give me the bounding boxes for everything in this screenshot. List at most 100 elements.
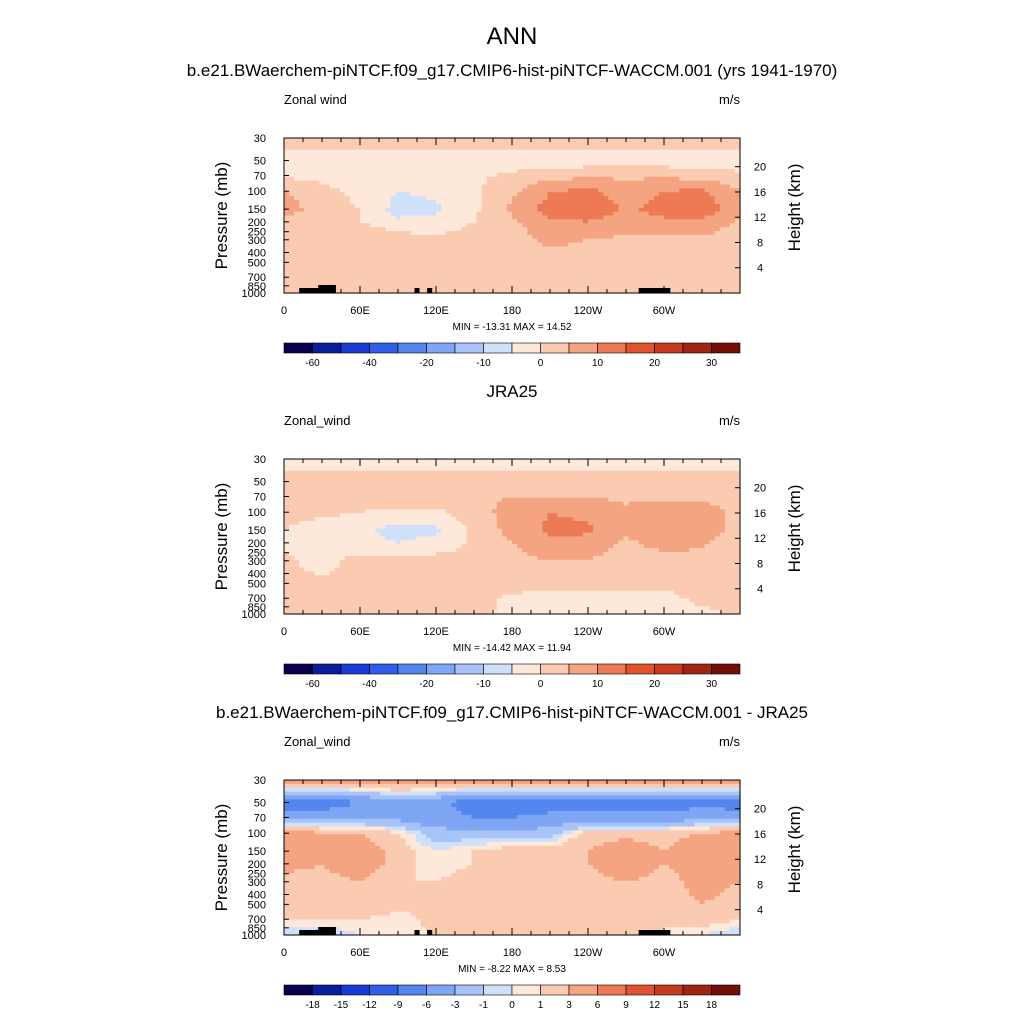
heatmap-cell <box>679 466 685 472</box>
heatmap-cell <box>289 138 295 143</box>
heatmap-cell <box>719 258 726 263</box>
heatmap-cell <box>344 138 351 143</box>
heatmap-cell <box>684 269 690 275</box>
heatmap-cell <box>294 184 300 189</box>
heatmap-cell <box>390 227 397 232</box>
heatmap-cell <box>380 176 386 182</box>
heatmap-cell <box>314 188 321 193</box>
heatmap-cell <box>724 501 731 507</box>
heatmap-cell <box>532 238 538 244</box>
heatmap-cell <box>420 285 427 290</box>
heatmap-cell <box>714 223 721 228</box>
heatmap-cell <box>506 277 513 282</box>
heatmap-cell <box>684 281 690 286</box>
heatmap-cell <box>648 478 655 483</box>
heatmap-cell <box>405 211 412 217</box>
heatmap-cell <box>304 211 310 217</box>
heatmap-cell <box>425 203 432 209</box>
heatmap-cell <box>679 509 685 514</box>
heatmap-cell <box>390 509 397 514</box>
heatmap-cell <box>395 219 402 224</box>
heatmap-cell <box>598 184 604 189</box>
heatmap-cell <box>572 265 579 271</box>
heatmap-cell <box>699 246 706 251</box>
heatmap-cell <box>390 466 397 472</box>
heatmap-cell <box>476 184 483 189</box>
heatmap-cell <box>714 265 721 271</box>
heatmap-cell <box>669 254 675 259</box>
heatmap-cell <box>734 269 741 275</box>
heatmap-cell <box>603 153 609 158</box>
heatmap-cell <box>446 262 452 267</box>
heatmap-cell <box>380 277 386 282</box>
heatmap-cell <box>385 161 391 166</box>
heatmap-cell <box>643 184 650 189</box>
heatmap-cell <box>552 277 559 282</box>
heatmap-cell <box>400 215 407 220</box>
heatmap-cell <box>512 273 518 279</box>
heatmap-cell <box>567 262 574 267</box>
heatmap-cell <box>689 497 695 503</box>
heatmap-cell <box>471 509 478 514</box>
heatmap-cell <box>339 509 346 514</box>
heatmap-cell <box>314 501 321 507</box>
heatmap-cell <box>501 490 508 495</box>
heatmap-cell <box>598 490 604 495</box>
heatmap-cell <box>577 219 584 224</box>
heatmap-cell <box>719 215 726 220</box>
heatmap-cell <box>679 231 685 236</box>
heatmap-cell <box>415 203 422 209</box>
heatmap-cell <box>329 250 336 255</box>
heatmap-cell <box>309 234 315 240</box>
heatmap-cell <box>446 281 452 286</box>
heatmap-cell <box>506 200 513 205</box>
heatmap-cell <box>309 250 315 255</box>
heatmap-cell <box>552 250 559 255</box>
heatmap-cell <box>577 285 584 290</box>
heatmap-cell <box>420 505 427 510</box>
heatmap-cell <box>724 289 731 294</box>
heatmap-cell <box>344 482 351 487</box>
heatmap-cell <box>375 470 381 476</box>
units-label: m/s <box>719 413 740 428</box>
heatmap-cell <box>669 486 675 491</box>
heatmap-cell <box>314 153 321 158</box>
heatmap-cell <box>486 172 493 178</box>
heatmap-cell <box>441 161 447 166</box>
heatmap-cell <box>719 474 726 479</box>
heatmap-cell <box>572 200 579 205</box>
heatmap-cell <box>628 169 635 174</box>
heatmap-cell <box>339 262 346 267</box>
heatmap-cell <box>643 258 650 263</box>
heatmap-cell <box>537 149 543 155</box>
heatmap-cell <box>441 172 447 178</box>
heatmap-cell <box>572 227 579 232</box>
heatmap-cell <box>557 138 564 143</box>
heatmap-cell <box>441 138 447 143</box>
heatmap-cell <box>430 200 437 205</box>
heatmap-cell <box>430 246 437 251</box>
heatmap-cell <box>572 482 579 487</box>
heatmap-cell <box>653 200 660 205</box>
heatmap-cell <box>522 203 528 209</box>
heatmap-cell <box>567 165 574 170</box>
heatmap-cell <box>689 509 695 514</box>
heatmap-cell <box>284 242 290 248</box>
heatmap-cell <box>512 478 518 483</box>
heatmap-cell <box>491 509 498 514</box>
heatmap-cell <box>289 277 295 282</box>
heatmap-cell <box>471 231 478 236</box>
heatmap-cell <box>425 211 432 217</box>
heatmap-cell <box>415 231 422 236</box>
heatmap-cell <box>714 470 721 476</box>
heatmap-cell <box>289 231 295 236</box>
heatmap-cell <box>415 501 422 507</box>
heatmap-cell <box>532 501 538 507</box>
heatmap-cell <box>532 273 538 279</box>
heatmap-cell <box>537 265 543 271</box>
heatmap-cell <box>638 227 645 232</box>
heatmap-cell <box>370 482 376 487</box>
heatmap-cell <box>714 176 721 182</box>
heatmap-cell <box>334 223 341 228</box>
heatmap-cell <box>658 192 665 197</box>
